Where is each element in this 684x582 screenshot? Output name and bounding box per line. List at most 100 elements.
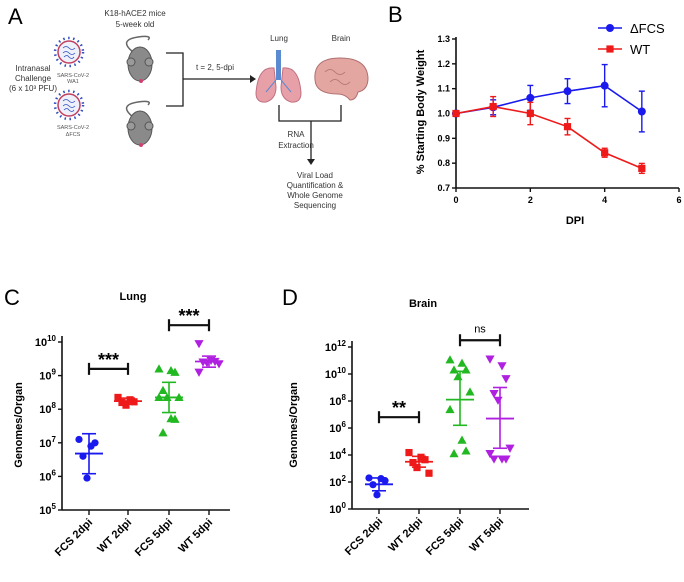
series-line xyxy=(455,105,643,170)
step2-line-1: Viral Load xyxy=(297,171,333,180)
step1-line-1: RNA xyxy=(288,130,306,139)
arrow-down-icon xyxy=(307,159,315,165)
data-point xyxy=(75,435,83,444)
data-point xyxy=(505,444,515,453)
data-point xyxy=(501,455,511,464)
mice-age: 5-week old xyxy=(116,20,155,29)
significance-label: *** xyxy=(178,306,199,326)
step2-line-3: Whole Genome xyxy=(287,191,343,200)
y-tick-label: 1.3 xyxy=(437,34,450,44)
data-point xyxy=(485,450,495,459)
panel-label-a: A xyxy=(8,4,23,29)
virus2-label-2: ΔFCS xyxy=(66,132,81,138)
data-point xyxy=(154,364,164,373)
legend-label: WT xyxy=(630,42,650,57)
data-point xyxy=(452,109,460,118)
data-point xyxy=(365,474,373,482)
step2-line-2: Quantification & xyxy=(287,181,344,190)
legend-label: ΔFCS xyxy=(630,21,665,36)
x-tick-label: WT 2dpi xyxy=(95,517,134,556)
data-point xyxy=(122,401,130,409)
x-tick-label: WT 2dpi xyxy=(386,516,425,555)
c-title: Lung xyxy=(120,291,147,303)
merge-lines xyxy=(278,105,342,160)
data-point xyxy=(83,474,91,482)
timepoints-label: t = 2, 5-dpi xyxy=(196,63,234,72)
x-tick-label: FCS 2dpi xyxy=(53,517,95,559)
data-point xyxy=(461,446,471,455)
y-tick-label: 1010 xyxy=(325,366,347,381)
virus1-label-1: SARS-CoV-2 xyxy=(57,73,89,79)
data-point xyxy=(417,453,425,461)
x-tick-label: 2 xyxy=(528,195,533,205)
data-point xyxy=(449,449,459,458)
data-point xyxy=(637,107,646,116)
y-tick-label: 106 xyxy=(39,468,56,483)
data-point xyxy=(638,164,646,172)
data-point xyxy=(445,404,455,414)
data-point xyxy=(526,109,534,118)
y-tick-label: 102 xyxy=(329,474,346,489)
data-point xyxy=(170,414,180,423)
data-point xyxy=(526,93,535,102)
data-point xyxy=(118,398,126,407)
series-line xyxy=(455,84,643,115)
x-tick-label: FCS 5dpi xyxy=(133,517,175,559)
data-point xyxy=(457,358,467,367)
lung-icon xyxy=(255,50,302,103)
data-point xyxy=(381,477,389,485)
b-xlabel: DPI xyxy=(566,215,584,227)
chart-d-brain: 100 102 104 106 108 1010 1012 FCS 2dpi WT 2dpiFC… xyxy=(325,323,529,558)
data-point xyxy=(158,385,168,394)
challenge-line-1: Intranasal xyxy=(15,64,50,73)
y-tick-label: 1012 xyxy=(325,339,347,354)
data-point xyxy=(606,45,614,53)
data-point xyxy=(421,456,429,464)
y-tick-label: 107 xyxy=(39,435,56,450)
data-point xyxy=(170,367,180,376)
significance-label: *** xyxy=(98,350,119,370)
data-point xyxy=(373,491,381,499)
virus-wa1-icon xyxy=(53,36,85,68)
x-tick-label: FCS 2dpi xyxy=(343,516,385,558)
data-point xyxy=(194,368,204,377)
d-title: Brain xyxy=(409,298,437,310)
data-point xyxy=(485,355,495,364)
data-point xyxy=(465,387,475,396)
significance-label: ns xyxy=(474,323,486,335)
data-point xyxy=(600,81,609,90)
y-tick-label: 108 xyxy=(329,393,346,408)
data-point xyxy=(606,24,614,32)
y-tick-label: 0.7 xyxy=(437,183,450,193)
data-point xyxy=(493,396,503,405)
step2-line-4: Sequencing xyxy=(294,201,336,210)
data-point xyxy=(425,469,433,477)
y-tick-label: 106 xyxy=(329,420,346,435)
x-tick-label: WT 5dpi xyxy=(176,517,215,556)
virus-dfcs-icon xyxy=(53,89,85,121)
y-tick-label: 1010 xyxy=(35,334,57,349)
d-ylabel: Genomes/Organ xyxy=(288,382,300,468)
panel-label-c: C xyxy=(4,285,20,310)
y-tick-label: 1.0 xyxy=(437,109,450,119)
data-point xyxy=(126,396,134,404)
data-point xyxy=(489,455,499,464)
x-tick-label: 0 xyxy=(453,195,458,205)
y-tick-label: 0.9 xyxy=(437,133,450,143)
x-tick-label: WT 5dpi xyxy=(467,516,506,555)
y-tick-label: 1.1 xyxy=(437,84,450,94)
x-tick-label: 4 xyxy=(602,195,607,205)
b-ylabel: % Starting Body Weight xyxy=(415,49,427,174)
virus2-label-1: SARS-CoV-2 xyxy=(57,125,89,131)
x-tick-label: FCS 5dpi xyxy=(424,516,466,558)
data-point xyxy=(194,340,204,349)
data-point xyxy=(114,393,122,402)
c-ylabel: Genomes/Organ xyxy=(13,382,25,468)
y-tick-label: 100 xyxy=(329,501,346,516)
data-point xyxy=(445,355,455,364)
organ-brain-label: Brain xyxy=(332,34,351,43)
y-tick-label: 104 xyxy=(329,447,346,462)
data-point xyxy=(405,448,413,457)
y-tick-label: 1.2 xyxy=(437,59,450,69)
